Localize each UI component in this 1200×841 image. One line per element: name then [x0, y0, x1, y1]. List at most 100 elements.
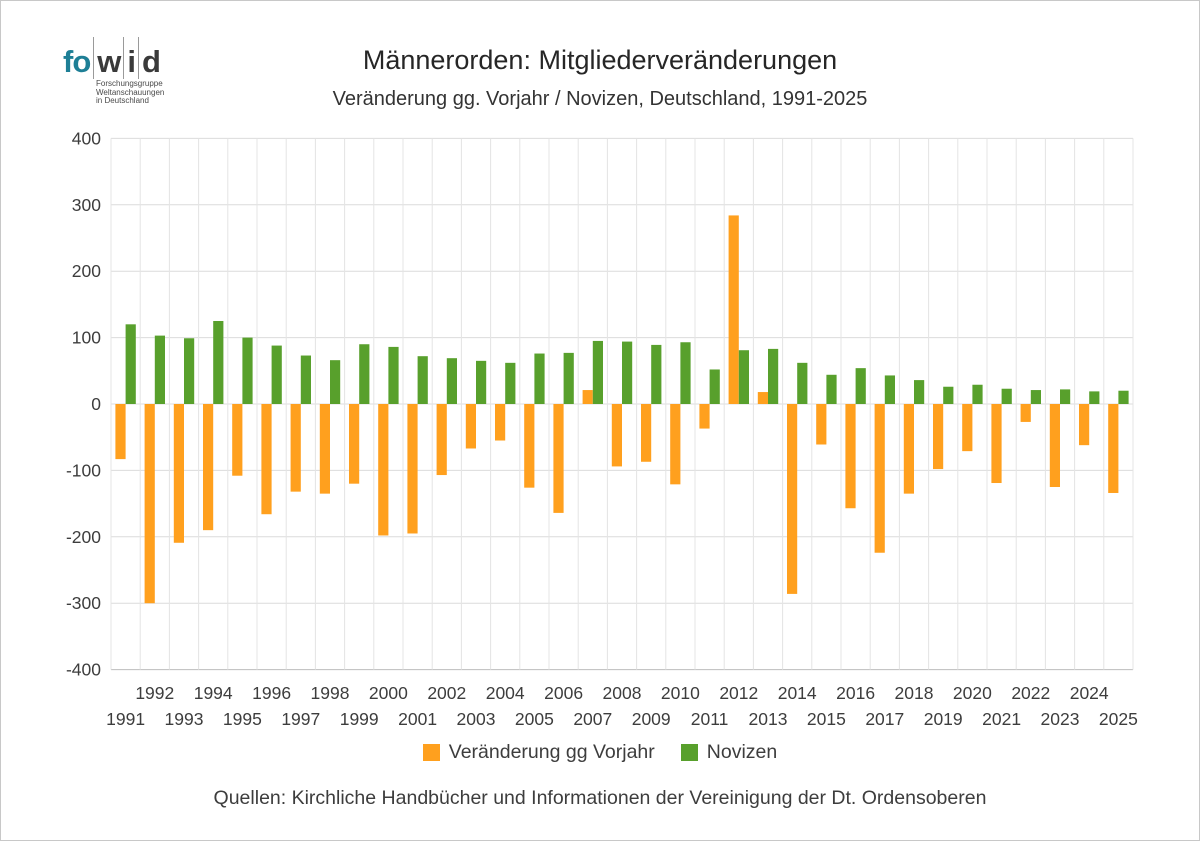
legend-item-veraenderung: Veränderung gg Vorjahr: [422, 741, 655, 764]
y-axis-label: -400: [66, 660, 101, 680]
x-axis-label-2013: 2013: [749, 709, 788, 729]
x-axis-label-2014: 2014: [778, 683, 817, 703]
bar-novizen-1999: [359, 344, 370, 404]
x-axis-label-2012: 2012: [719, 683, 758, 703]
bar-veraenderung-1995: [232, 404, 243, 476]
x-axis-label-2002: 2002: [427, 683, 466, 703]
bar-veraenderung-2022: [1020, 404, 1031, 422]
bar-veraenderung-2010: [670, 404, 681, 485]
bar-veraenderung-2008: [611, 404, 622, 467]
logo-text-w: w: [97, 44, 121, 79]
source-note: Quellen: Kirchliche Handbücher und Infor…: [213, 787, 987, 809]
bar-novizen-2005: [534, 353, 545, 404]
bar-novizen-2021: [1001, 388, 1012, 404]
chart-legend: Veränderung gg Vorjahr Novizen: [1, 741, 1199, 764]
bar-novizen-2008: [622, 341, 633, 404]
bar-novizen-2009: [651, 344, 662, 404]
x-axis-label-2021: 2021: [982, 709, 1021, 729]
bar-novizen-2006: [563, 352, 574, 404]
bar-veraenderung-2009: [641, 404, 652, 462]
x-axis-label-2015: 2015: [807, 709, 846, 729]
bar-novizen-1996: [271, 345, 282, 404]
bar-novizen-2012: [738, 350, 749, 404]
bar-veraenderung-2023: [1049, 404, 1060, 487]
bar-veraenderung-1996: [261, 404, 272, 515]
bar-novizen-2003: [476, 360, 487, 404]
fowid-logo-wordmark: fo w i d: [63, 37, 223, 79]
bar-veraenderung-2000: [378, 404, 389, 536]
bar-veraenderung-1993: [173, 404, 184, 543]
x-axis-label-2023: 2023: [1041, 709, 1080, 729]
bar-veraenderung-2002: [436, 404, 447, 476]
logo-subtext-line2: Weltanschauungen: [96, 87, 165, 97]
x-axis-label-2020: 2020: [953, 683, 992, 703]
bar-novizen-1997: [300, 355, 311, 404]
x-axis-label-2009: 2009: [632, 709, 671, 729]
x-axis-label-2011: 2011: [691, 709, 729, 729]
bar-veraenderung-2011: [699, 404, 710, 429]
x-axis-label-1994: 1994: [194, 683, 233, 703]
bar-veraenderung-2020: [962, 404, 973, 452]
bar-novizen-2013: [768, 348, 779, 404]
fowid-logo: fo w i d Forschungsgruppe Weltanschauung…: [63, 37, 223, 106]
bar-novizen-2015: [826, 374, 837, 404]
bar-novizen-2011: [709, 369, 720, 404]
legend-swatch-green: [680, 744, 698, 761]
bar-veraenderung-2015: [816, 404, 827, 445]
bar-veraenderung-1999: [349, 404, 360, 484]
x-axis-label-2022: 2022: [1011, 683, 1050, 703]
chart-title: Männerorden: Mitgliederveränderungen: [362, 45, 838, 75]
y-axis-label: 0: [91, 394, 101, 414]
logo-subtext: Forschungsgruppe Weltanschauungen in Deu…: [96, 79, 223, 106]
bar-novizen-2000: [388, 346, 399, 404]
legend-label-veraenderung: Veränderung gg Vorjahr: [448, 741, 655, 763]
bar-veraenderung-2005: [524, 404, 535, 488]
logo-separator: [93, 37, 95, 79]
bar-novizen-2014: [797, 362, 808, 404]
x-axis-label-2006: 2006: [544, 683, 583, 703]
bar-veraenderung-2016: [845, 404, 856, 509]
y-axis-label: -300: [66, 593, 101, 613]
bar-novizen-1993: [184, 338, 195, 404]
legend-item-novizen: Novizen: [680, 741, 778, 764]
x-axis-label-1998: 1998: [311, 683, 350, 703]
y-axis-label: -100: [66, 460, 101, 480]
bar-novizen-1991: [125, 324, 136, 404]
x-axis-label-2010: 2010: [661, 683, 700, 703]
x-axis-label-1997: 1997: [281, 709, 320, 729]
bar-veraenderung-1994: [203, 404, 214, 531]
y-axis-label: 400: [72, 128, 101, 148]
bar-veraenderung-1991: [115, 404, 126, 460]
bar-novizen-2010: [680, 342, 691, 404]
bar-veraenderung-2019: [933, 404, 944, 470]
x-axis-label-1992: 1992: [135, 683, 174, 703]
bar-veraenderung-2004: [495, 404, 506, 441]
bar-novizen-2007: [592, 340, 603, 404]
bar-veraenderung-2025: [1108, 404, 1119, 493]
bar-novizen-2023: [1060, 389, 1071, 404]
logo-separator: [138, 37, 140, 79]
y-axis-label: 200: [72, 261, 101, 281]
bar-novizen-1995: [242, 337, 253, 404]
bar-veraenderung-1998: [319, 404, 330, 494]
bar-veraenderung-2007: [582, 390, 593, 404]
bar-veraenderung-2006: [553, 404, 564, 513]
bar-veraenderung-2021: [991, 404, 1002, 484]
bar-novizen-2025: [1118, 390, 1129, 404]
bar-veraenderung-1997: [290, 404, 301, 492]
bar-veraenderung-2003: [465, 404, 476, 449]
y-axis-label: 300: [72, 195, 101, 215]
bar-veraenderung-1992: [144, 404, 155, 604]
legend-label-novizen: Novizen: [706, 741, 778, 763]
logo-subtext-line3: in Deutschland: [96, 96, 149, 105]
bar-veraenderung-2018: [903, 404, 914, 494]
bar-novizen-2004: [505, 362, 516, 404]
x-axis-label-2000: 2000: [369, 683, 408, 703]
bar-novizen-2002: [446, 358, 457, 404]
x-axis-label-1991: 1991: [106, 709, 145, 729]
bar-novizen-2024: [1089, 391, 1100, 404]
logo-subtext-line1: Forschungsgruppe: [96, 79, 163, 88]
bar-veraenderung-2024: [1079, 404, 1090, 446]
bar-veraenderung-2017: [874, 404, 885, 553]
